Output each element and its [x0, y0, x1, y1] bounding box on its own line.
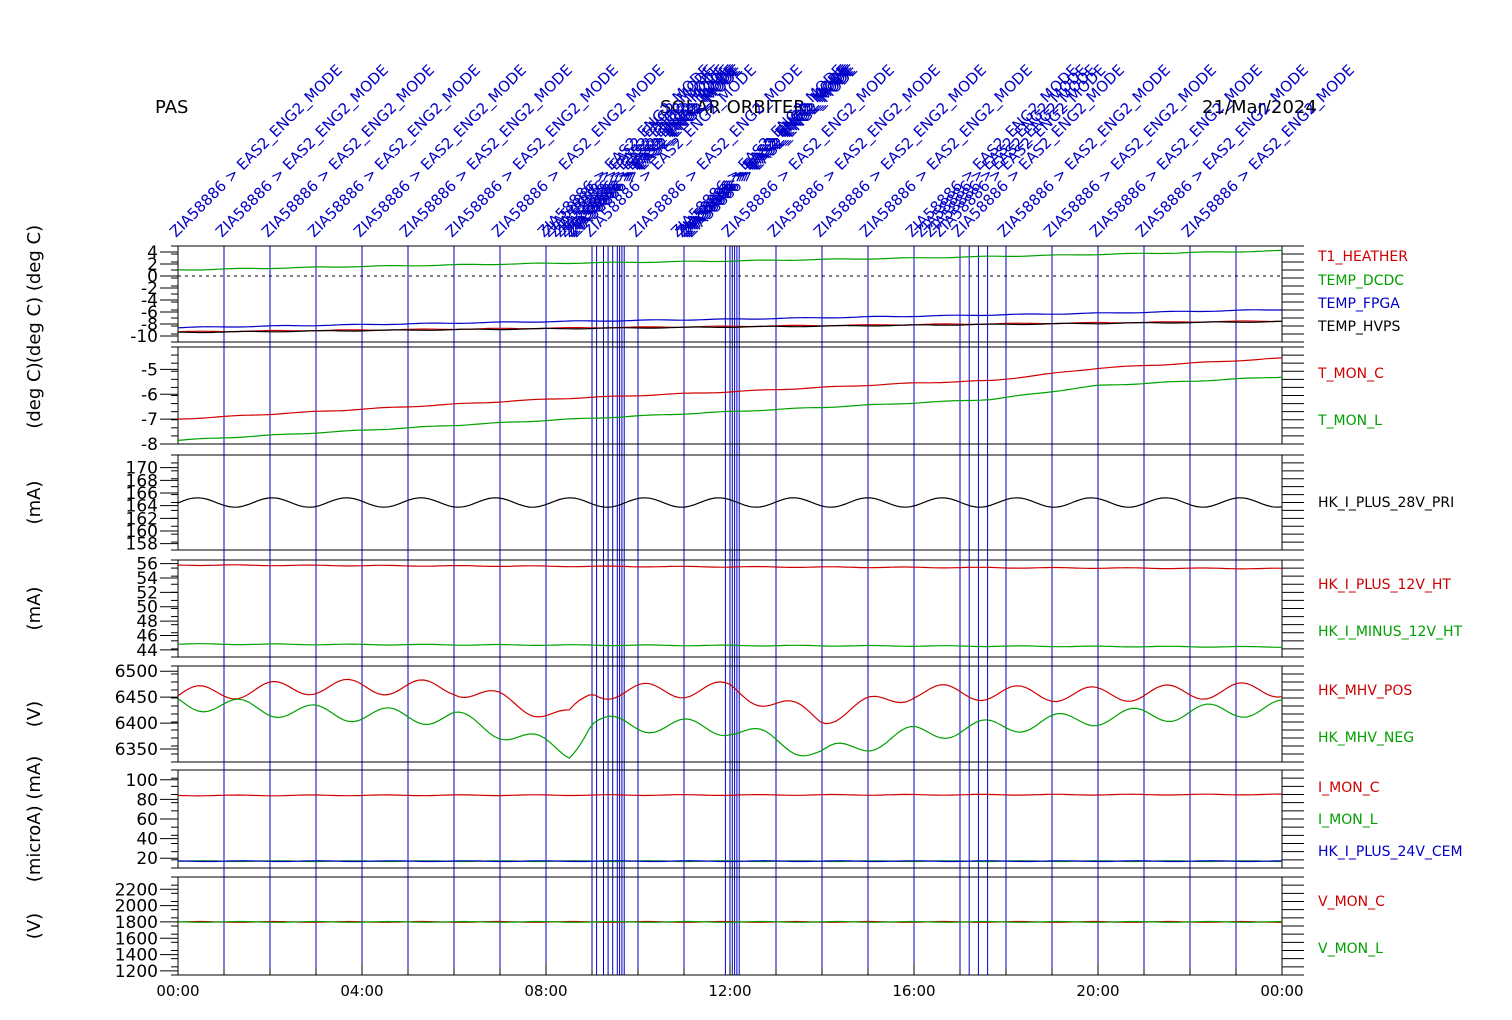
- y-tick-label: 166: [126, 484, 158, 504]
- x-tick-label: 04:00: [340, 982, 383, 1000]
- panel-1: 420-2-4-6-8-10 (deg C) (deg C) T1_HEATHER T…: [24, 225, 1408, 363]
- y-tick-label: 0: [147, 267, 158, 287]
- x-tick-label: 00:00: [1260, 982, 1303, 1000]
- header-left-label: PAS: [155, 97, 189, 118]
- series-line: [177, 564, 1283, 570]
- series-line: [178, 249, 1283, 271]
- y-axis-label: (deg C): [24, 362, 45, 428]
- series-line: [177, 320, 1283, 333]
- y-tick-label: 162: [126, 509, 158, 529]
- series-line: [177, 376, 1283, 441]
- y-tick-label: -7: [141, 410, 158, 430]
- y-tick-label: 2200: [115, 880, 158, 900]
- x-tick-label: 12:00: [708, 982, 751, 1000]
- x-tick-label: 16:00: [892, 982, 935, 1000]
- series-line: [177, 698, 1283, 759]
- series-line: [177, 309, 1282, 329]
- y-tick-label: 6350: [115, 740, 158, 760]
- y-tick-label: 2: [147, 255, 158, 275]
- legend-label: V_MON_C: [1318, 894, 1385, 910]
- y-axis-label: (V): [24, 701, 45, 727]
- legend-label: HK_I_PLUS_12V_HT: [1318, 577, 1451, 593]
- y-tick-label: -4: [141, 291, 158, 311]
- y-tick-label: 50: [136, 598, 158, 618]
- header-center-title: SOLAR ORBITER: [660, 97, 806, 118]
- y-tick-label: 160: [126, 522, 158, 542]
- legend-label: T_MON_L: [1317, 413, 1382, 429]
- legend-label: HK_I_MINUS_12V_HT: [1318, 624, 1463, 640]
- legend-label: I_MON_C: [1318, 780, 1380, 796]
- y-axis-label: (mA): [24, 481, 45, 525]
- y-tick-label: 52: [136, 583, 158, 603]
- legend-label: HK_MHV_NEG: [1318, 730, 1414, 746]
- y-tick-label: 168: [126, 471, 158, 491]
- y-tick-label: 158: [126, 535, 158, 555]
- y-axis-label: (V): [24, 913, 45, 939]
- y-tick-label: 1600: [115, 929, 158, 949]
- y-tick-label: 6400: [115, 714, 158, 734]
- legend-label: V_MON_L: [1318, 941, 1383, 957]
- y-axis-label: (deg C) (deg C): [24, 225, 45, 363]
- y-tick-label: -8: [141, 435, 158, 455]
- y-tick-label: -2: [141, 279, 158, 299]
- x-tick-label: 00:00: [156, 982, 199, 1000]
- legend-label: HK_I_PLUS_28V_PRI: [1318, 495, 1454, 511]
- legend-label: HK_MHV_POS: [1318, 683, 1412, 699]
- y-tick-label: 60: [136, 810, 158, 830]
- header-date: 21/Mar/2024: [1202, 97, 1317, 118]
- y-tick-label: 48: [136, 612, 158, 632]
- y-tick-label: 54: [136, 569, 158, 589]
- series-line: [177, 643, 1282, 648]
- legend-label: TEMP_HVPS: [1317, 319, 1400, 335]
- y-tick-label: 1200: [115, 962, 158, 982]
- series-line: [177, 678, 1283, 725]
- series-line: [177, 497, 1283, 508]
- y-tick-label: -6: [141, 303, 158, 323]
- y-axis-label: (microA) (mA): [24, 756, 45, 882]
- legend-label: I_MON_L: [1318, 812, 1378, 828]
- series-line: [177, 357, 1283, 420]
- series-line: [177, 860, 1283, 863]
- legend-label: T_MON_C: [1317, 366, 1384, 382]
- legend-label: HK_I_PLUS_24V_CEM: [1318, 844, 1463, 860]
- y-tick-label: 164: [126, 497, 158, 517]
- plot-panels: 420-2-4-6-8-10(deg C) (deg C) T1_HEATHERT…: [24, 225, 1463, 982]
- y-tick-label: 80: [136, 790, 158, 810]
- y-tick-label: 100: [126, 771, 158, 791]
- x-tick-label: 20:00: [1076, 982, 1119, 1000]
- y-tick-label: -8: [141, 315, 158, 335]
- y-tick-label: -5: [141, 360, 158, 380]
- time-axis: 00:00 04:00 08:00 12:00 16:00 20:00 00:00: [156, 963, 1304, 1000]
- y-tick-label: 1400: [115, 946, 158, 966]
- panel-2: -5 -6 -7 -8 (deg C) T_MON_C T_MON_L: [24, 346, 1384, 455]
- y-tick-label: -6: [141, 385, 158, 405]
- y-tick-label: 40: [136, 830, 158, 850]
- y-tick-label: 4: [147, 243, 158, 263]
- y-tick-label: 1800: [115, 913, 158, 933]
- y-tick-label: -10: [130, 327, 158, 347]
- panel-5: 6500 6450 6400 6350 (V) HK_MHV_POS HK_MHV_NEG: [24, 662, 1414, 763]
- y-tick-label: 2000: [115, 897, 158, 917]
- series-line: [177, 920, 1283, 923]
- y-tick-label: 56: [136, 555, 158, 575]
- y-tick-label: 20: [136, 849, 158, 869]
- y-tick-label: 46: [136, 626, 158, 646]
- y-tick-label: 6450: [115, 688, 158, 708]
- legend-label: T1_HEATHER: [1317, 249, 1408, 265]
- y-axis-label: (mA): [24, 587, 45, 631]
- y-tick-label: 170: [126, 459, 158, 479]
- y-tick-label: 44: [136, 641, 158, 661]
- legend-label: TEMP_DCDC: [1317, 273, 1404, 289]
- legend-label: TEMP_FPGA: [1317, 296, 1400, 312]
- series-line: [177, 793, 1282, 797]
- x-tick-label: 08:00: [524, 982, 567, 1000]
- series-line: [177, 320, 1283, 334]
- y-tick-label: 6500: [115, 662, 158, 682]
